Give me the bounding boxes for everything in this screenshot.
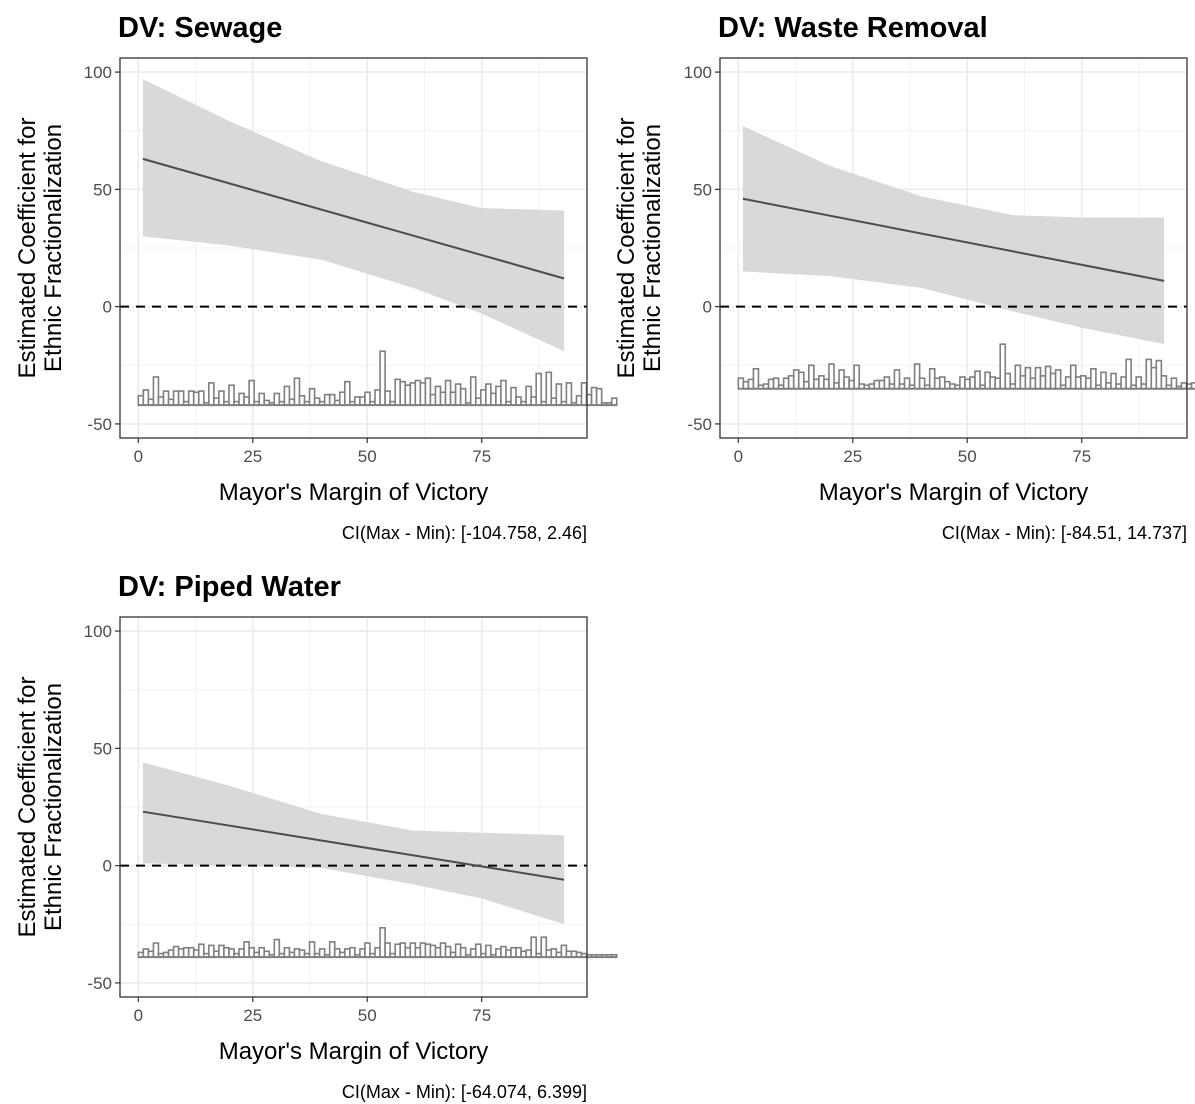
y-axis-title-line-1: Estimated Coefficient for (14, 676, 41, 937)
estimate-line (742, 197, 1165, 282)
x-tick-label: 0 (134, 1006, 143, 1025)
x-axis-title: Mayor's Margin of Victory (219, 1038, 489, 1065)
y-axis-title-line-2: Ethnic Fractionalization (40, 683, 67, 931)
ci-caption: CI(Max - Min): [-64.074, 6.399] (342, 1082, 587, 1102)
x-axis-title: Mayor's Margin of Victory (219, 479, 489, 506)
histogram-bar (535, 372, 543, 406)
panel-title: DV: Piped Water (118, 571, 341, 603)
histogram-bar (610, 397, 618, 406)
y-axis-title-line-2: Ethnic Fractionalization (40, 124, 67, 372)
y-tick-label: 0 (103, 857, 112, 876)
y-tick-label: 0 (103, 298, 112, 317)
x-tick-label: 75 (1072, 447, 1091, 466)
y-tick-label: 100 (84, 63, 112, 82)
panel-title: DV: Sewage (118, 12, 282, 44)
y-tick-label: -50 (87, 974, 112, 993)
panel-title: DV: Waste Removal (718, 12, 988, 44)
y-tick-label: 0 (703, 298, 712, 317)
x-tick-label: 25 (843, 447, 862, 466)
y-tick-label: 50 (93, 739, 112, 758)
y-axis-title-line-2: Ethnic Fractionalization (639, 124, 666, 372)
y-tick-label: 50 (93, 180, 112, 199)
plot-border (119, 57, 588, 439)
estimate-line (142, 810, 565, 881)
y-tick-label: -50 (87, 415, 112, 434)
plot-border (119, 616, 588, 998)
x-tick-label: 25 (243, 447, 262, 466)
x-tick-label: 50 (358, 1006, 377, 1025)
x-tick-label: 25 (243, 1006, 262, 1025)
histogram-bar (565, 382, 573, 406)
chart-panel-2: 0 25 50 75 -50 0 50 100 DV: Waste Removal Mayor's… (613, 12, 1195, 543)
x-tick-label: 50 (358, 447, 377, 466)
ci-caption: CI(Max - Min): [-104.758, 2.46] (342, 523, 587, 543)
plot-border (719, 57, 1188, 439)
chart-panel-1: 0 25 50 75 -50 0 50 100 DV: Sewage Mayor's Margin… (14, 12, 618, 543)
ci-caption: CI(Max - Min): [-84.51, 14.737] (942, 523, 1187, 543)
x-tick-label: 0 (734, 447, 743, 466)
histogram-bar (1125, 358, 1132, 390)
y-tick-label: 100 (84, 622, 112, 641)
confidence-band (142, 79, 565, 352)
y-tick-label: 50 (693, 180, 712, 199)
estimate-line (142, 157, 565, 280)
chart-panel-3: 0 25 50 75 -50 0 50 100 DV: Piped Water Mayor's M… (14, 571, 618, 1102)
x-axis-title: Mayor's Margin of Victory (819, 479, 1089, 506)
x-tick-label: 50 (958, 447, 977, 466)
confidence-band (142, 762, 565, 925)
x-tick-label: 0 (134, 447, 143, 466)
x-tick-label: 75 (472, 447, 491, 466)
confidence-band (742, 126, 1165, 345)
y-tick-label: 100 (684, 63, 712, 82)
y-axis-title-line-1: Estimated Coefficient for (613, 117, 640, 378)
y-axis-title-line-1: Estimated Coefficient for (14, 117, 41, 378)
x-tick-label: 75 (472, 1006, 491, 1025)
y-tick-label: -50 (687, 415, 712, 434)
